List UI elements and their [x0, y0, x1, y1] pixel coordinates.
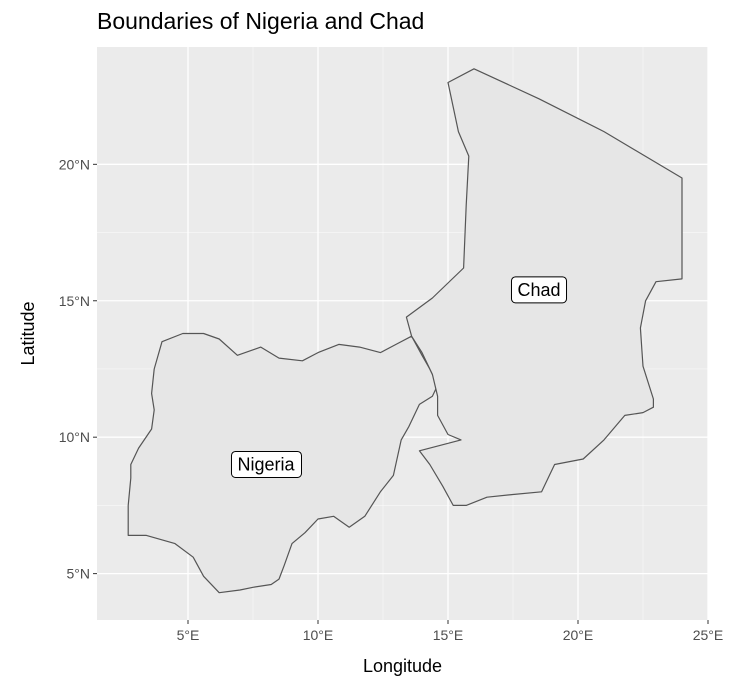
axis-ticks: 5°E 10°E 15°E 20°E 25°E 5°N 10°N 15°N 20°N [59, 156, 724, 643]
x-axis-title: Longitude [363, 656, 442, 676]
x-tick-label: 20°E [563, 627, 594, 643]
label-nigeria: Nigeria [230, 450, 302, 478]
y-tick-label: 15°N [59, 293, 90, 309]
chart-title: Boundaries of Nigeria and Chad [97, 8, 425, 34]
label-chad: Chad [510, 276, 568, 304]
x-tick-label: 15°E [433, 627, 464, 643]
x-tick-label: 25°E [693, 627, 724, 643]
label-box [230, 450, 302, 478]
x-tick-label: 10°E [303, 627, 334, 643]
label-text: Nigeria [237, 454, 295, 474]
y-axis-title: Latitude [18, 301, 38, 365]
country-labels: Nigeria Chad [230, 276, 568, 478]
y-tick-label: 10°N [59, 429, 90, 445]
label-text: Chad [517, 280, 560, 300]
y-tick-label: 5°N [67, 566, 91, 582]
y-tick-label: 20°N [59, 156, 90, 172]
x-tick-label: 5°E [177, 627, 200, 643]
label-box [510, 276, 568, 304]
